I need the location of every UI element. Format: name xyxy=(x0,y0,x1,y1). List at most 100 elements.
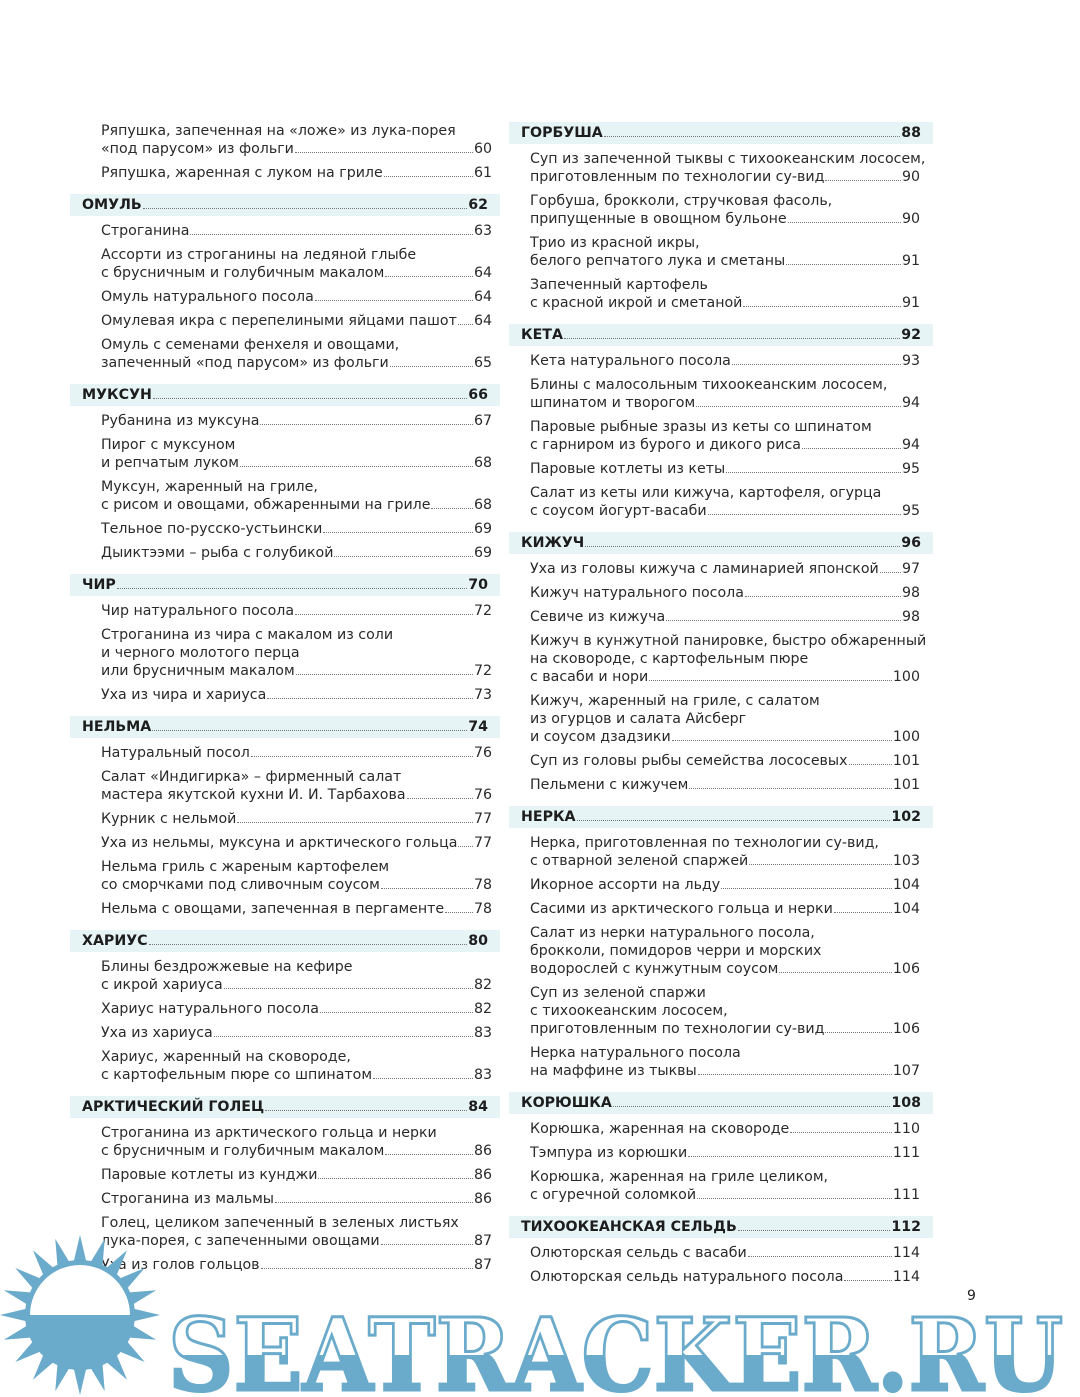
toc-section-row[interactable]: МУКСУН 66 xyxy=(82,386,488,404)
toc-section-row[interactable]: ТИХООКЕАНСКАЯ СЕЛЬДЬ 112 xyxy=(521,1218,921,1236)
toc-entry-row[interactable]: мастера якутской кухни И. И. Тарбахова 76 xyxy=(101,786,492,804)
watermark-logo: SEATRACKER.RU xyxy=(0,1235,1065,1397)
sun-ray xyxy=(89,1361,105,1392)
toc-entry-row[interactable]: Олюторская сельдь с васаби 114 xyxy=(530,1244,920,1262)
toc-entry: Паровые котлеты из кунджи 86 xyxy=(70,1166,500,1184)
toc-entry-row[interactable]: с гарниром из бурого и дикого риса 94 xyxy=(530,436,920,454)
toc-entry-row[interactable]: лука-порея, с запеченными овощами 87 xyxy=(101,1232,492,1250)
toc-entry-row[interactable]: приготовленным по технологии су-вид 90 xyxy=(530,168,920,186)
entry-title-line: Уха из голов гольцов xyxy=(101,1257,260,1273)
toc-entry-row[interactable]: Омулевая икра с перепелиными яйцами пашо… xyxy=(101,312,492,330)
dot-leader xyxy=(576,820,891,821)
toc-entry-row[interactable]: Рубанина из муксуна 67 xyxy=(101,412,492,430)
toc-entry-row[interactable]: Паровые котлеты из кеты 95 xyxy=(530,460,920,478)
toc-entry-row[interactable]: Уха из голов гольцов 87 xyxy=(101,1256,492,1274)
toc-entry: Курник с нельмой 77 xyxy=(70,810,500,828)
entry-title-line: Дыиктээми – рыба с голубикой xyxy=(101,545,334,561)
toc-entry-row[interactable]: Тельное по-русско-устьински 69 xyxy=(101,520,492,538)
toc-section-row[interactable]: ГОРБУША 88 xyxy=(521,124,921,142)
toc-section-row[interactable]: ХАРИУС 80 xyxy=(82,932,488,950)
entry-title-line: Салат из нерки натурального посола, xyxy=(530,925,815,941)
toc-entry-row[interactable]: с брусничным и голубичным макалом 64 xyxy=(101,264,492,282)
toc-entry-row[interactable]: с красной икрой и сметаной 91 xyxy=(530,294,920,312)
toc-entry-row[interactable]: Чир натурального посола 72 xyxy=(101,602,492,620)
toc-entry-row[interactable]: с отварной зеленой спаржей 103 xyxy=(530,852,920,870)
toc-entry-row[interactable]: Кижуч натурального посола 98 xyxy=(530,584,920,602)
dot-leader xyxy=(649,680,892,681)
toc-section-row[interactable]: НЕЛЬМА 74 xyxy=(82,718,488,736)
toc-section-row[interactable]: КЕТА 92 xyxy=(521,326,921,344)
toc-entry: Дыиктээми – рыба с голубикой 69 xyxy=(70,544,500,562)
toc-section-row[interactable]: ОМУЛЬ 62 xyxy=(82,196,488,214)
entry-page-number: 64 xyxy=(473,265,492,281)
toc-entry-row[interactable]: Корюшка, жаренная на сковороде 110 xyxy=(530,1120,920,1138)
toc-right-column: ГОРБУША 88 Суп из запеченной тыквы с тихоо… xyxy=(509,122,933,1286)
entry-title-line: водорослей с кунжутным соусом xyxy=(530,961,779,977)
dot-leader xyxy=(749,864,892,865)
entry-title-line: со сморчками под сливочным соусом xyxy=(101,877,380,893)
toc-section-row[interactable]: НЕРКА 102 xyxy=(521,808,921,826)
toc-entry-row[interactable]: с картофельным пюре со шпинатом 83 xyxy=(101,1066,492,1084)
toc-entry-row[interactable]: Кета натурального посола 93 xyxy=(530,352,920,370)
entry-title-line: Трио из красной икры, xyxy=(530,235,700,251)
entry-title-line: Строганина из чира с макалом из соли xyxy=(101,627,394,643)
toc-section-row[interactable]: ЧИР 70 xyxy=(82,576,488,594)
toc-entry: Строганина из чира с макалом из соли и че… xyxy=(70,626,500,680)
toc-entry-row[interactable]: Уха из чира и хариуса 73 xyxy=(101,686,492,704)
dot-leader xyxy=(445,912,473,913)
entry-page-number: 72 xyxy=(473,663,492,679)
toc-entry-row[interactable]: Уха из хариуса 83 xyxy=(101,1024,492,1042)
toc-entry-row[interactable]: припущенные в овощном бульоне 90 xyxy=(530,210,920,228)
entry-page-number: 104 xyxy=(892,877,920,893)
toc-entry-row[interactable]: Натуральный посол 76 xyxy=(101,744,492,762)
toc-entry-row[interactable]: и репчатым луком 68 xyxy=(101,454,492,472)
toc-entry-row[interactable]: запеченный «под парусом» из фольги 65 xyxy=(101,354,492,372)
toc-entry-row[interactable]: Нельма с овощами, запеченная в пергамент… xyxy=(101,900,492,918)
toc-entry-row[interactable]: Курник с нельмой 77 xyxy=(101,810,492,828)
toc-entry-row[interactable]: Дыиктээми – рыба с голубикой 69 xyxy=(101,544,492,562)
toc-entry-row[interactable]: Икорное ассорти на льду 104 xyxy=(530,876,920,894)
toc-section: КЕТА 92 xyxy=(509,324,933,346)
toc-entry-row[interactable]: Уха из нельмы, муксуна и арктического го… xyxy=(101,834,492,852)
toc-entry-row[interactable]: Омуль натурального посола 64 xyxy=(101,288,492,306)
toc-entry-row[interactable]: со сморчками под сливочным соусом 78 xyxy=(101,876,492,894)
toc-entry-row[interactable]: Тэмпура из корюшки 111 xyxy=(530,1144,920,1162)
toc-entry-row[interactable]: Строганина 63 xyxy=(101,222,492,240)
toc-entry-row[interactable]: Севиче из кижуча 98 xyxy=(530,608,920,626)
toc-entry-row[interactable]: водорослей с кунжутным соусом 106 xyxy=(530,960,920,978)
toc-entry-row[interactable]: Хариус натурального посола 82 xyxy=(101,1000,492,1018)
toc-entry-row[interactable]: с рисом и овощами, обжаренными на гриле 6… xyxy=(101,496,492,514)
toc-entry-row[interactable]: Строганина из мальмы 86 xyxy=(101,1190,492,1208)
toc-entry-row[interactable]: «под парусом» из фольги 60 xyxy=(101,140,492,158)
toc-entry-row[interactable]: с огуречной соломкой 111 xyxy=(530,1186,920,1204)
toc-entry-row[interactable]: на маффине из тыквы 107 xyxy=(530,1062,920,1080)
dot-leader xyxy=(152,730,468,731)
toc-section-row[interactable]: КОРЮШКА 108 xyxy=(521,1094,921,1112)
toc-entry-row[interactable]: с соусом йогурт-васаби 95 xyxy=(530,502,920,520)
toc-entry: Омуль с семенами фенхеля и овощами, запеч… xyxy=(70,336,500,372)
toc-entry-row[interactable]: с брусничным и голубичным макалом 86 xyxy=(101,1142,492,1160)
toc-entry-row[interactable]: приготовленным по технологии су-вид 106 xyxy=(530,1020,920,1038)
toc-entry-row[interactable]: с икрой хариуса 82 xyxy=(101,976,492,994)
toc-entry-row[interactable]: белого репчатого лука и сметаны 91 xyxy=(530,252,920,270)
toc-entry-row[interactable]: с васаби и нори 100 xyxy=(530,668,920,686)
toc-entry: Голец, целиком запеченный в зеленых лист… xyxy=(70,1214,500,1250)
toc-entry-row[interactable]: и соусом дзадзики 100 xyxy=(530,728,920,746)
dot-leader xyxy=(373,1078,473,1079)
toc-entry-row[interactable]: Олюторская сельдь натурального посола 114 xyxy=(530,1268,920,1286)
toc-left-column: Ряпушка, запеченная на «ложе» из лука-по… xyxy=(70,122,500,1274)
toc-entry-row[interactable]: Суп из головы рыбы семейства лососевых 10… xyxy=(530,752,920,770)
toc-entry: Олюторская сельдь натурального посола 114 xyxy=(509,1268,933,1286)
toc-entry-row[interactable]: шпинатом и творогом 94 xyxy=(530,394,920,412)
toc-section-row[interactable]: АРКТИЧЕСКИЙ ГОЛЕЦ 84 xyxy=(82,1098,488,1116)
sun-ray xyxy=(55,1361,71,1392)
toc-entry-row[interactable]: Пельмени с кижучем 101 xyxy=(530,776,920,794)
toc-entry-row[interactable]: Уха из головы кижуча с ламинарией японск… xyxy=(530,560,920,578)
toc-entry-row[interactable]: Сасими из арктического гольца и нерки 104 xyxy=(530,900,920,918)
dot-leader xyxy=(380,888,473,889)
toc-section-row[interactable]: КИЖУЧ 96 xyxy=(521,534,921,552)
toc-entry-row[interactable]: Паровые котлеты из кунджи 86 xyxy=(101,1166,492,1184)
entry-title-line: Паровые рыбные зразы из кеты со шпинатом xyxy=(530,419,872,435)
toc-entry-row[interactable]: или брусничным макалом 72 xyxy=(101,662,492,680)
toc-entry-row[interactable]: Ряпушка, жаренная с луком на гриле 61 xyxy=(101,164,492,182)
